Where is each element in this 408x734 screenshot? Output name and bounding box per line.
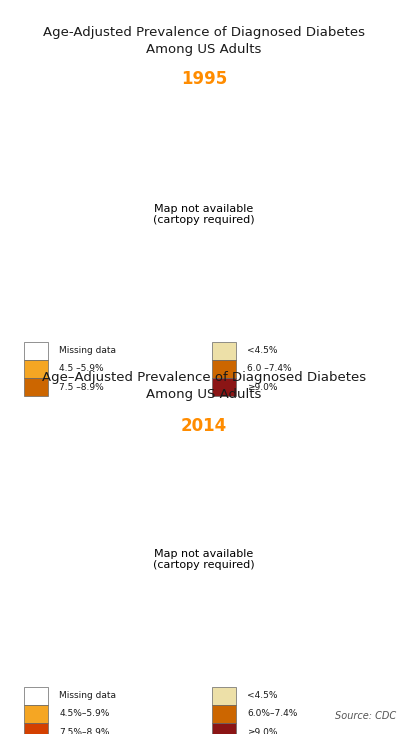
Text: 2014: 2014 xyxy=(181,417,227,435)
Text: 6.0%–7.4%: 6.0%–7.4% xyxy=(247,710,297,719)
Bar xyxy=(211,687,236,705)
Text: 4.5%–5.9%: 4.5%–5.9% xyxy=(60,710,110,719)
Text: Missing data: Missing data xyxy=(60,346,117,355)
Bar xyxy=(24,723,48,734)
Text: 4.5 –5.9%: 4.5 –5.9% xyxy=(60,365,104,374)
Text: ≥9.0%: ≥9.0% xyxy=(247,382,278,392)
Bar xyxy=(211,705,236,723)
Text: ≥9.0%: ≥9.0% xyxy=(247,727,278,734)
Text: Source: CDC: Source: CDC xyxy=(335,711,396,721)
Text: Missing data: Missing data xyxy=(60,691,117,700)
Text: Map not available
(cartopy required): Map not available (cartopy required) xyxy=(153,549,255,570)
Text: Age-Adjusted Prevalence of Diagnosed Diabetes
Among US Adults: Age-Adjusted Prevalence of Diagnosed Dia… xyxy=(43,26,365,56)
Bar xyxy=(24,378,48,396)
Text: <4.5%: <4.5% xyxy=(247,691,278,700)
Text: 7.5%–8.9%: 7.5%–8.9% xyxy=(60,727,110,734)
Text: <4.5%: <4.5% xyxy=(247,346,278,355)
Bar xyxy=(24,342,48,360)
Text: Age–Adjusted Prevalence of Diagnosed Diabetes
Among US Adults: Age–Adjusted Prevalence of Diagnosed Dia… xyxy=(42,371,366,401)
Text: 1995: 1995 xyxy=(181,70,227,88)
Text: 6.0 –7.4%: 6.0 –7.4% xyxy=(247,365,292,374)
Text: Map not available
(cartopy required): Map not available (cartopy required) xyxy=(153,204,255,225)
Bar xyxy=(211,723,236,734)
Bar xyxy=(211,342,236,360)
Text: 7.5 –8.9%: 7.5 –8.9% xyxy=(60,382,104,392)
Bar xyxy=(211,378,236,396)
Bar xyxy=(24,687,48,705)
Bar xyxy=(24,360,48,378)
Bar xyxy=(24,705,48,723)
Bar xyxy=(211,360,236,378)
